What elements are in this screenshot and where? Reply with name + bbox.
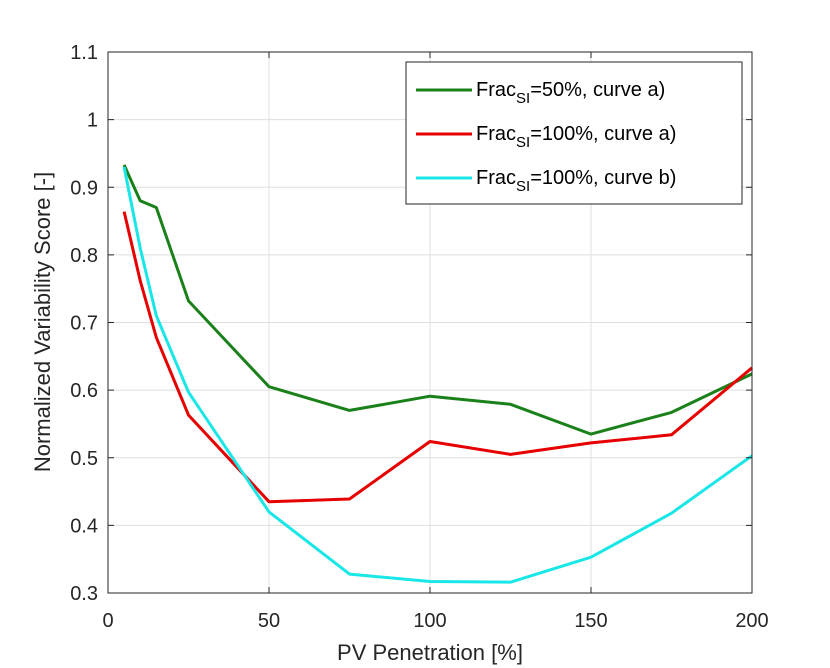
legend-label-rest: =50%, curve a) xyxy=(530,79,665,101)
y-axis-label: Normalized Variability Score [-] xyxy=(30,172,55,472)
legend-label-main: Frac xyxy=(476,123,516,145)
y-tick-label: 0.8 xyxy=(70,245,98,267)
y-tick-label: 1.1 xyxy=(70,42,98,64)
y-tick-label: 0.6 xyxy=(70,380,98,402)
legend-label-subscript: SI xyxy=(516,178,530,195)
legend: FracSI=50%, curve a)FracSI=100%, curve a… xyxy=(406,62,742,204)
x-tick-label: 200 xyxy=(735,610,768,632)
x-tick-label: 150 xyxy=(574,610,607,632)
y-tick-label: 0.3 xyxy=(70,583,98,605)
x-axis-label: PV Penetration [%] xyxy=(337,640,523,665)
x-tick-label: 100 xyxy=(413,610,446,632)
y-tick-label: 0.4 xyxy=(70,515,98,537)
legend-label-subscript: SI xyxy=(516,90,530,107)
y-tick-label: 0.9 xyxy=(70,177,98,199)
y-tick-label: 0.7 xyxy=(70,313,98,335)
x-tick-label: 0 xyxy=(102,610,113,632)
legend-label-subscript: SI xyxy=(516,134,530,151)
legend-label-rest: =100%, curve b) xyxy=(530,167,676,189)
y-tick-label: 1 xyxy=(87,110,98,132)
y-tick-label: 0.5 xyxy=(70,448,98,470)
x-tick-label: 50 xyxy=(258,610,280,632)
legend-label-main: Frac xyxy=(476,167,516,189)
line-chart: 0 50 100 150 200 0.3 0.4 0.5 0.6 0.7 0.8 0.9 1 1.1 PV… xyxy=(0,0,830,668)
legend-label-main: Frac xyxy=(476,79,516,101)
legend-label-rest: =100%, curve a) xyxy=(530,123,676,145)
